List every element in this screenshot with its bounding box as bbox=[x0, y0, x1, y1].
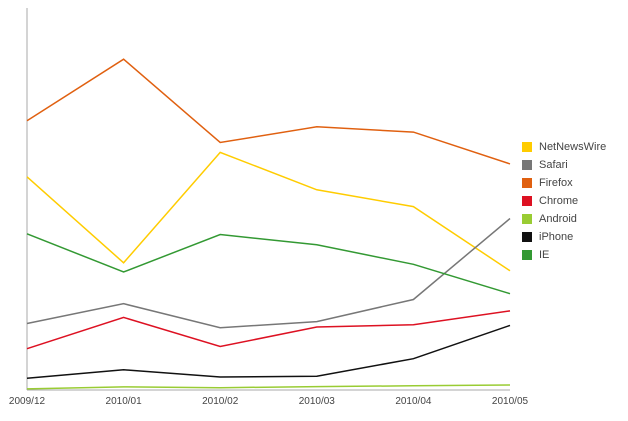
series-layer bbox=[26, 58, 511, 390]
legend-label: Chrome bbox=[539, 195, 579, 207]
legend-label: Firefox bbox=[539, 177, 573, 189]
series-line-android bbox=[26, 384, 511, 390]
series-line-firefox bbox=[26, 58, 511, 165]
legend-swatch bbox=[522, 178, 532, 188]
x-tick-label: 2009/12 bbox=[9, 396, 46, 407]
legend-swatch bbox=[522, 250, 532, 260]
series-line-iphone bbox=[26, 324, 511, 379]
legend-label: IE bbox=[539, 249, 550, 261]
x-tick-labels: 2009/12 2010/01 2010/02 2010/03 2010/04 2010/… bbox=[9, 396, 529, 407]
x-tick-label: 2010/03 bbox=[299, 396, 336, 407]
legend-swatch bbox=[522, 214, 532, 224]
x-tick-label: 2010/02 bbox=[202, 396, 239, 407]
x-tick-label: 2010/05 bbox=[492, 396, 529, 407]
legend-swatch bbox=[522, 160, 532, 170]
legend-item-safari[interactable]: Safari bbox=[522, 156, 606, 174]
x-tick-label: 2010/04 bbox=[395, 396, 432, 407]
legend-item-android[interactable]: Android bbox=[522, 210, 606, 228]
legend-item-chrome[interactable]: Chrome bbox=[522, 192, 606, 210]
legend-swatch bbox=[522, 142, 532, 152]
legend-label: iPhone bbox=[539, 231, 574, 243]
legend-label: Safari bbox=[539, 159, 568, 171]
series-line-ie bbox=[26, 233, 511, 295]
x-tick-label: 2010/01 bbox=[106, 396, 143, 407]
legend-item-iphone[interactable]: iPhone bbox=[522, 228, 606, 246]
series-line-safari bbox=[26, 217, 511, 329]
legend-item-ie[interactable]: IE bbox=[522, 246, 606, 264]
legend-swatch bbox=[522, 196, 532, 206]
legend-label: NetNewsWire bbox=[539, 141, 607, 153]
legend-item-firefox[interactable]: Firefox bbox=[522, 174, 606, 192]
legend-item-netnewswire[interactable]: NetNewsWire bbox=[522, 138, 606, 156]
legend-swatch bbox=[522, 232, 532, 242]
series-line-chrome bbox=[26, 310, 511, 350]
legend: NetNewsWire Safari Firefox Chrome Android iPh… bbox=[522, 138, 606, 264]
series-line-netnewswire bbox=[26, 151, 511, 272]
legend-label: Android bbox=[539, 213, 577, 225]
